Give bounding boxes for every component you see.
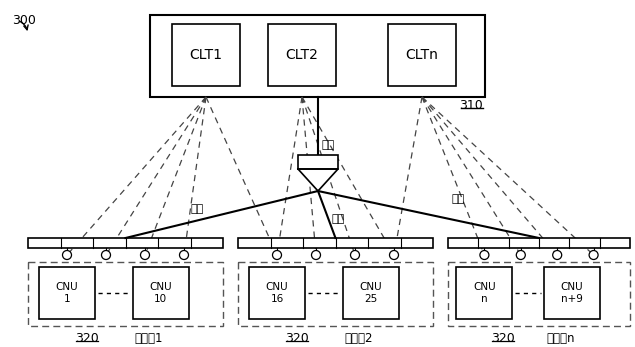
Text: 同轴: 同轴 (331, 214, 345, 225)
Text: 310: 310 (459, 99, 483, 112)
Text: CLTn: CLTn (406, 48, 438, 62)
Text: 320: 320 (284, 332, 309, 345)
Circle shape (589, 251, 598, 260)
Circle shape (312, 251, 321, 260)
Text: 同轴: 同轴 (452, 195, 465, 204)
Bar (39, 267, 95, 319)
Text: CNU
1: CNU 1 (56, 282, 78, 304)
Circle shape (351, 251, 359, 260)
Bar (457, 267, 512, 319)
Bar (388, 24, 456, 86)
Bar (238, 238, 433, 248)
Bar (150, 15, 485, 97)
Bar (172, 24, 240, 86)
Bar (28, 262, 223, 326)
Text: 同轴: 同轴 (190, 204, 203, 214)
Bar (238, 262, 433, 326)
Text: 终端组n: 终端组n (547, 332, 575, 345)
Bar (544, 267, 600, 319)
Bar (268, 24, 336, 86)
Bar (448, 262, 630, 326)
Polygon shape (298, 169, 338, 191)
Bar (249, 267, 305, 319)
Bar (133, 267, 189, 319)
Circle shape (140, 251, 149, 260)
Circle shape (62, 251, 72, 260)
Bar (28, 238, 223, 248)
Text: 终端组2: 终端组2 (345, 332, 373, 345)
Text: CLT2: CLT2 (286, 48, 318, 62)
Text: 320: 320 (75, 332, 98, 345)
Circle shape (552, 251, 562, 260)
Circle shape (480, 251, 489, 260)
Text: CLT1: CLT1 (189, 48, 222, 62)
Circle shape (180, 251, 189, 260)
Circle shape (272, 251, 281, 260)
Circle shape (516, 251, 525, 260)
Bar (343, 267, 399, 319)
Text: 终端组1: 终端组1 (135, 332, 163, 345)
Text: CNU
10: CNU 10 (149, 282, 172, 304)
Text: CNU
16: CNU 16 (265, 282, 288, 304)
Text: 300: 300 (12, 14, 36, 27)
Bar (448, 238, 630, 248)
Bar (298, 155, 338, 169)
Circle shape (102, 251, 110, 260)
Text: 同轴: 同轴 (322, 140, 335, 150)
Text: 320: 320 (491, 332, 514, 345)
Text: CNU
25: CNU 25 (359, 282, 382, 304)
Text: CNU
n+9: CNU n+9 (561, 282, 583, 304)
Circle shape (389, 251, 399, 260)
Text: CNU
n: CNU n (473, 282, 496, 304)
FancyArrowPatch shape (20, 21, 28, 30)
